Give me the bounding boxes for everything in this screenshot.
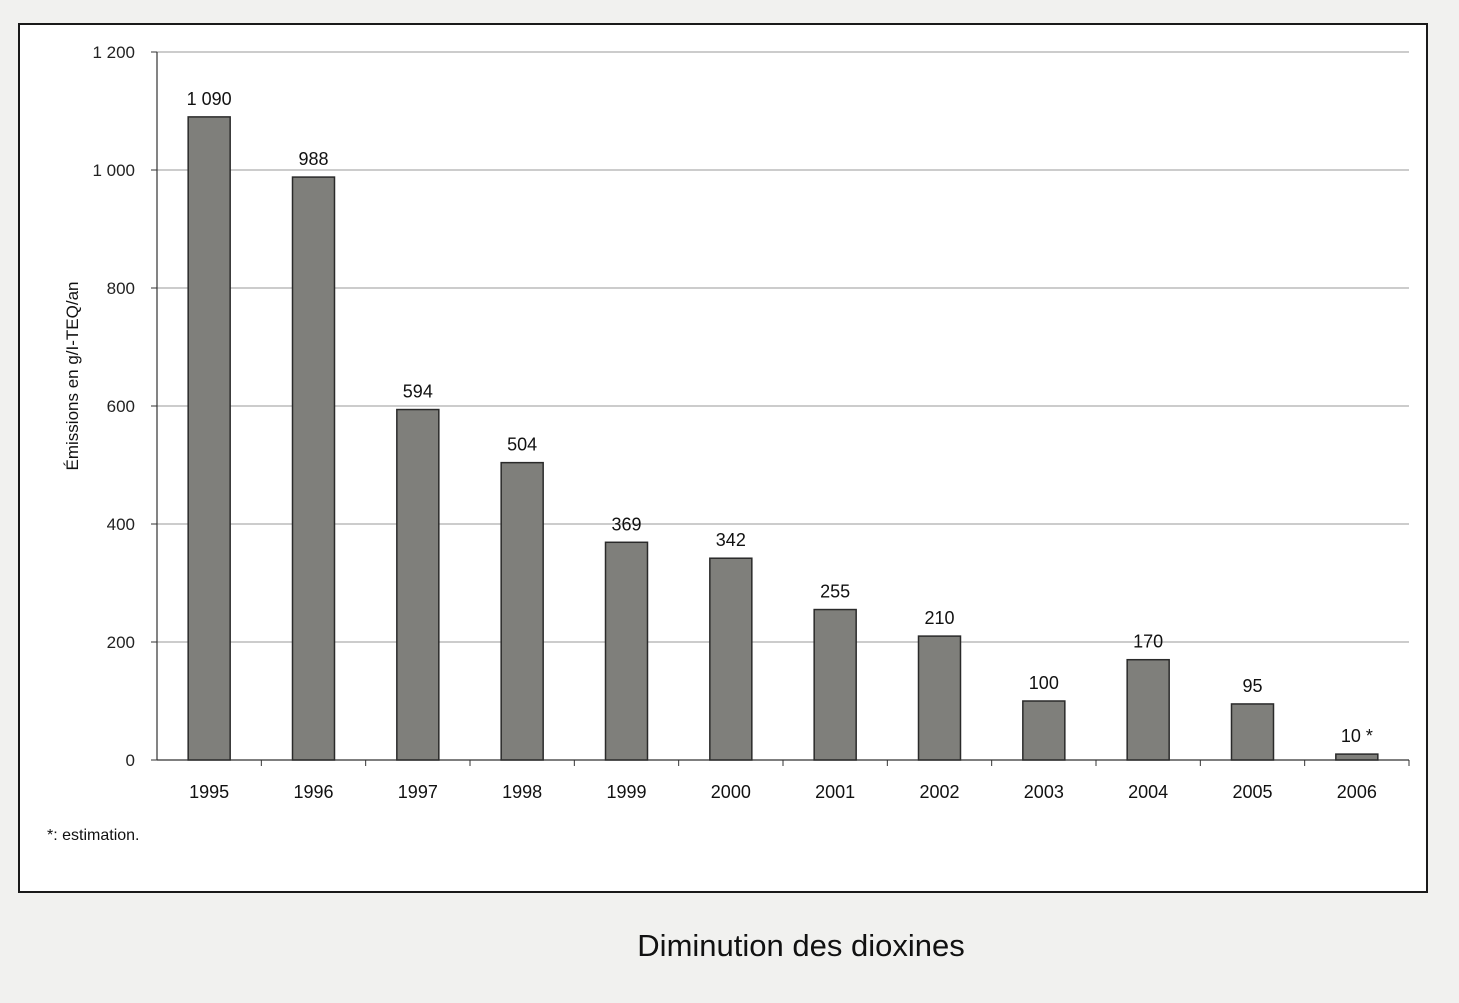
x-tick-label: 1995 xyxy=(189,782,229,802)
x-tick-label: 2002 xyxy=(919,782,959,802)
bar xyxy=(1335,753,1379,761)
chart-frame: 0 200 400 600 800 1 000 1 200 1 090 1995 988 1996 5… xyxy=(18,23,1428,893)
data-label: 594 xyxy=(403,382,433,402)
x-tick-label: 1999 xyxy=(606,782,646,802)
x-tick-label: 2005 xyxy=(1232,782,1272,802)
bar xyxy=(709,557,753,761)
x-tick-label: 2000 xyxy=(711,782,751,802)
y-tick-label: 1 200 xyxy=(92,43,135,62)
bar xyxy=(917,635,962,761)
data-label: 504 xyxy=(507,435,537,455)
data-label: 210 xyxy=(924,608,954,628)
bar xyxy=(500,461,544,761)
y-tick-label: 600 xyxy=(107,397,135,416)
data-label: 170 xyxy=(1133,632,1163,652)
data-label: 100 xyxy=(1029,673,1059,693)
x-tick-label: 2003 xyxy=(1024,782,1064,802)
y-tick-label: 800 xyxy=(107,279,135,298)
data-label: 10 * xyxy=(1341,726,1373,746)
y-tick-label: 0 xyxy=(126,751,135,770)
data-label: 255 xyxy=(820,582,850,602)
figure-caption: Diminution des dioxines xyxy=(637,928,965,963)
bar xyxy=(1022,700,1066,761)
footnote: *: estimation. xyxy=(47,827,139,844)
data-label: 95 xyxy=(1242,676,1262,696)
bar xyxy=(604,541,649,761)
y-axis-title: Émissions en g/I-TEQ/an xyxy=(63,282,82,471)
x-tick-label: 2004 xyxy=(1128,782,1168,802)
data-label: 342 xyxy=(716,530,746,550)
y-tick-label: 1 000 xyxy=(92,161,135,180)
data-label: 1 090 xyxy=(187,89,232,109)
x-tick-label: 2006 xyxy=(1337,782,1377,802)
bar xyxy=(187,116,231,761)
x-tick-label: 1996 xyxy=(293,782,333,802)
x-tick-label: 1998 xyxy=(502,782,542,802)
y-tick-label: 400 xyxy=(107,515,135,534)
bar xyxy=(1230,703,1275,761)
data-label: 988 xyxy=(298,149,328,169)
x-tick-label: 1997 xyxy=(398,782,438,802)
data-label: 369 xyxy=(611,514,641,534)
bar xyxy=(291,176,336,761)
bar xyxy=(813,608,857,761)
x-tick-label: 2001 xyxy=(815,782,855,802)
bar-chart: 0 200 400 600 800 1 000 1 200 1 090 1995 988 1996 5… xyxy=(47,43,1410,844)
bar xyxy=(1126,658,1170,761)
bar xyxy=(396,408,440,761)
y-tick-label: 200 xyxy=(107,633,135,652)
